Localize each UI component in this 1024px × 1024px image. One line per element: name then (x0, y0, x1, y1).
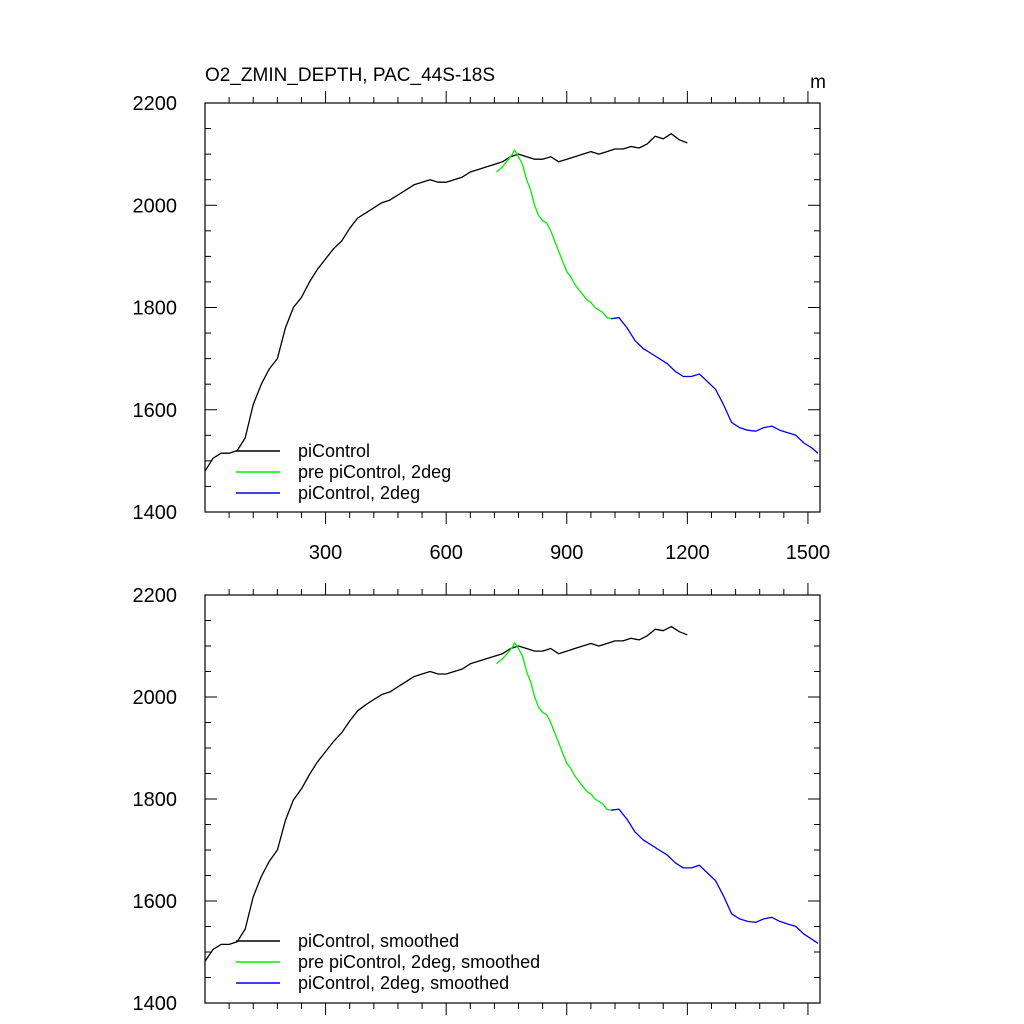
y-tick-label: 1400 (133, 502, 178, 524)
y-tick-label: 1600 (133, 891, 178, 913)
chart-title: O2_ZMIN_DEPTH, PAC_44S-18S (205, 65, 495, 86)
top-panel: 1400 1600 1800 2000 2200 300 600 900 1200 1500 piC… (133, 65, 831, 564)
x-tick-label: 300 (309, 542, 342, 564)
y-tick-label: 2000 (133, 195, 178, 217)
legend-label-1: pre piControl, 2deg (298, 462, 451, 482)
legend-label-1: pre piControl, 2deg, smoothed (298, 952, 540, 972)
y-tick-label: 2200 (133, 585, 178, 607)
y-tick-label: 1600 (133, 400, 178, 422)
legend-label-2: piControl, 2deg (298, 483, 420, 503)
y-tick-label: 1800 (133, 298, 178, 320)
series-line-0 (204, 133, 688, 472)
series-line-1 (495, 149, 612, 320)
x-tick-label: 900 (550, 542, 583, 564)
y-tick-label: 2000 (133, 687, 178, 709)
series-line-1 (495, 642, 612, 811)
x-tick-label: 600 (429, 542, 462, 564)
units-label: m (810, 72, 826, 93)
y-tick-label: 2200 (133, 93, 178, 115)
legend-label-2: piControl, 2deg, smoothed (298, 973, 509, 993)
series-line-2 (610, 808, 819, 944)
series-line-2 (610, 317, 819, 454)
y-tick-label: 1800 (133, 789, 178, 811)
x-tick-label: 1200 (665, 542, 710, 564)
legend-label-0: piControl, smoothed (298, 931, 459, 951)
y-tick-label: 1400 (133, 993, 178, 1015)
legend-label-0: piControl (298, 441, 370, 461)
series-line-0 (204, 625, 688, 962)
x-tick-label: 1500 (786, 542, 831, 564)
